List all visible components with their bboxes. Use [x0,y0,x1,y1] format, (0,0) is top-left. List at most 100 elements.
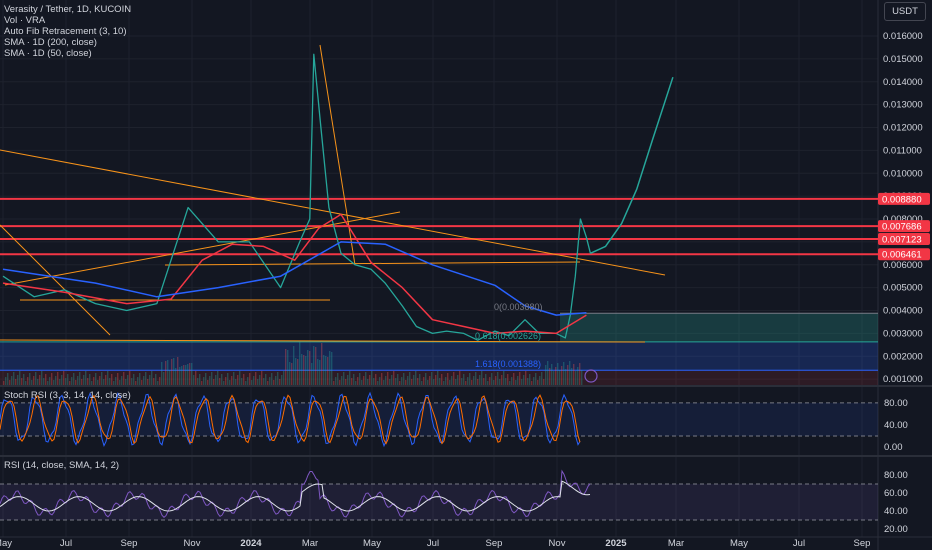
volume-bar [149,375,151,385]
price-line-tag [878,233,930,246]
volume-bar [289,362,291,385]
volume-bar [433,379,435,385]
volume-bar [197,378,199,385]
volume-bar [317,359,319,385]
stoch-tick-label: 0.00 [884,442,903,453]
volume-bar [267,381,269,385]
volume-bar [107,371,109,385]
volume-bar [519,372,521,385]
volume-bar [31,380,33,385]
volume-bar [439,378,441,385]
volume-bar [41,371,43,385]
rsi-line [0,469,591,518]
volume-bar [559,370,561,385]
volume-bar [35,372,37,385]
volume-bar [463,374,465,385]
volume-bar [351,378,353,385]
volume-bar [399,381,401,385]
volume-bar [201,381,203,385]
volume-bar [153,378,155,385]
volume-bar [225,377,227,385]
volume-bar [315,347,317,385]
stoch-d-line [0,394,581,445]
volume-bar [417,378,419,385]
volume-bar [453,372,455,385]
stoch-rsi-legend: Stoch RSI (3, 3, 14, 14, close) [4,390,131,401]
price-tick-label: 0.003000 [883,328,923,339]
volume-bar [355,381,357,385]
volume-bar [367,379,369,385]
volume-bar [575,371,577,385]
symbol-title: Verasity / Tether, 1D, KUCOIN [4,4,132,15]
volume-bar [523,375,525,385]
volume-bar [167,360,169,385]
volume-bar [243,374,245,385]
volume-bar [59,379,61,385]
volume-bar [551,364,553,385]
volume-bar [535,373,537,385]
volume-bar [165,361,167,385]
price-tick-label: 0.005000 [883,283,923,294]
volume-bar [445,377,447,385]
volume-bar [133,374,135,385]
stoch-tick-label: 80.00 [884,398,908,409]
volume-bar [443,381,445,385]
volume-bar [275,376,277,385]
volume-bar [137,377,139,385]
volume-bar [457,375,459,385]
volume-bar [321,343,323,385]
volume-bar [379,377,381,385]
fib-label: 0(0.003880) [494,302,543,312]
price-tick-label: 0.012000 [883,123,923,134]
volume-bar [195,371,197,385]
volume-bar [561,366,563,385]
volume-bar [337,373,339,385]
volume-bar [71,377,73,385]
volume-bar [567,365,569,385]
volume-bar [365,372,367,385]
volume-bar [45,374,47,385]
volume-bar [73,373,75,385]
volume-bar [421,381,423,385]
volume-bar [15,379,17,385]
volume-bar [249,373,251,385]
volume-bar [261,371,263,385]
volume-bar [247,377,249,385]
volume-bar [353,374,355,385]
volume-bar [513,373,515,385]
price-line-tag-label: 0.007686 [882,222,922,233]
volume-bar [505,378,507,385]
volume-bar [207,380,209,385]
volume-bar [115,377,117,385]
rsi-tick-label: 60.00 [884,488,908,499]
currency-button[interactable]: USDT [884,2,926,21]
volume-bar [435,375,437,385]
volume-bar [371,371,373,385]
volume-bar [291,363,293,385]
volume-bar [139,373,141,385]
volume-bar [121,376,123,385]
volume-bar [101,372,103,385]
volume-bar [507,374,509,385]
price-line-tag-label: 0.006461 [882,250,922,261]
volume-bar [49,377,51,385]
volume-bar [537,380,539,385]
volume-bar [191,363,193,385]
volume-bar [409,372,411,385]
volume-bar [377,381,379,385]
volume-bar [13,372,15,385]
volume-bar [129,371,131,385]
volume-bar [293,346,295,385]
volume-bar [573,364,575,385]
volume-bar [339,380,341,385]
volume-bar [389,379,391,385]
volume-bar [491,373,493,385]
volume-bar [151,371,153,385]
volume-bar [69,381,71,385]
volume-bar [181,366,183,385]
volume-bar [385,376,387,385]
fib-zone-blue [0,341,878,371]
volume-bar [381,373,383,385]
volume-bar [431,372,433,385]
volume-bar [67,374,69,385]
